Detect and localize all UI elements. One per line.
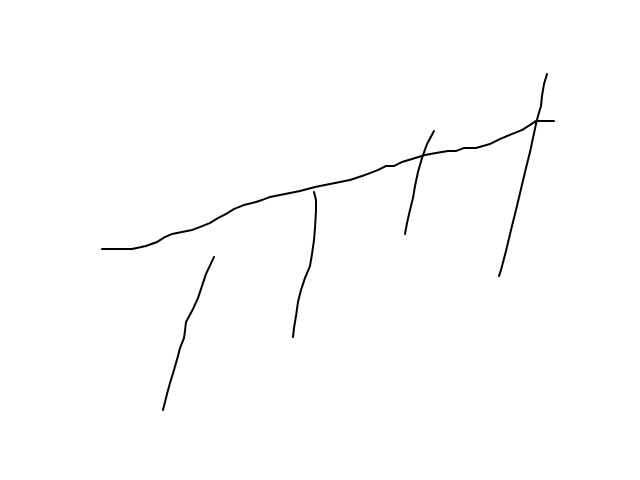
main-curve-stroke [101, 120, 555, 250]
branch-line-2 [292, 191, 317, 338]
branch-line-1 [162, 256, 215, 411]
branch-line-3 [404, 130, 435, 235]
branch-line-4 [498, 73, 548, 277]
